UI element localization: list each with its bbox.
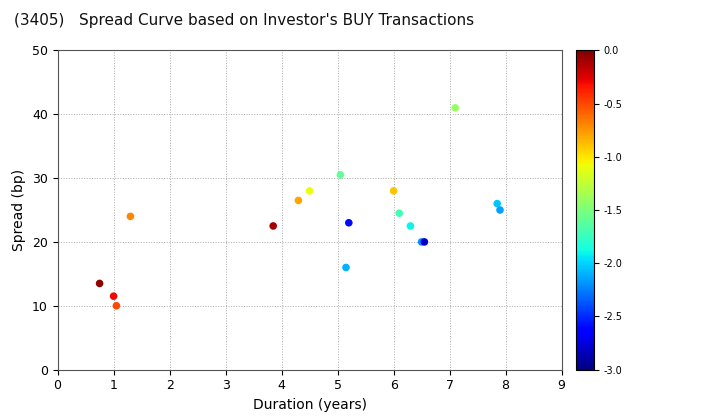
Point <box>492 200 503 207</box>
Point <box>292 197 304 204</box>
Point <box>418 239 430 245</box>
Point <box>304 187 315 194</box>
Point <box>94 280 105 287</box>
Text: (3405)   Spread Curve based on Investor's BUY Transactions: (3405) Spread Curve based on Investor's … <box>14 13 474 28</box>
Point <box>108 293 120 299</box>
Point <box>393 210 405 217</box>
Y-axis label: Spread (bp): Spread (bp) <box>12 169 27 251</box>
Point <box>388 187 400 194</box>
Point <box>405 223 416 229</box>
Point <box>416 239 428 245</box>
Point <box>449 105 461 111</box>
Point <box>111 302 122 309</box>
X-axis label: Duration (years): Duration (years) <box>253 398 366 412</box>
Point <box>125 213 136 220</box>
Point <box>335 171 346 178</box>
Point <box>267 223 279 229</box>
Point <box>343 219 354 226</box>
Point <box>494 207 505 213</box>
Point <box>341 264 352 271</box>
